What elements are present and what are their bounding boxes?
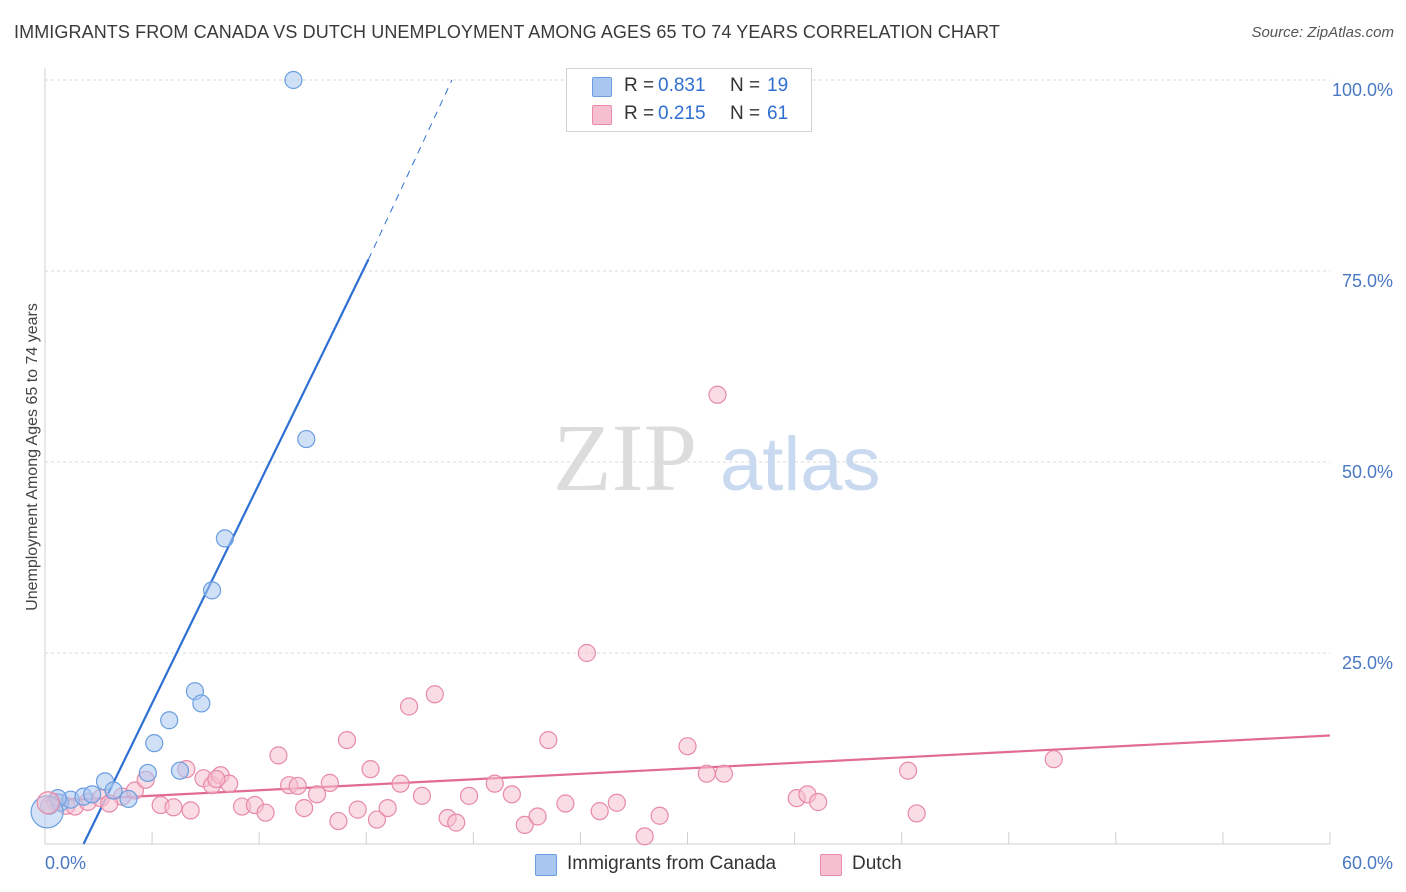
point-dutch [1044, 750, 1063, 769]
y-tick-labels: 25.0% 50.0% 75.0% 100.0% [1332, 80, 1393, 673]
point-dutch [164, 798, 183, 817]
point-dutch [708, 385, 727, 404]
point-dutch [528, 807, 547, 826]
point-dutch [635, 827, 654, 846]
point-dutch [447, 813, 466, 832]
point-canada [284, 70, 303, 90]
legend-swatch-canada [535, 854, 557, 876]
legend-r-label: R = [624, 75, 655, 96]
point-canada [160, 711, 179, 730]
watermark-zip: ZIP [553, 404, 697, 511]
point-dutch [367, 810, 387, 829]
point-dutch [425, 685, 444, 704]
trend-line-canada [82, 259, 370, 845]
point-dutch [412, 786, 432, 805]
legend-swatch-canada [592, 77, 612, 97]
point-canada [83, 785, 102, 804]
x-tick-labels: 0.0% 60.0% [45, 853, 1393, 873]
y-axis-label: Unemployment Among Ages 65 to 74 years [24, 303, 41, 611]
point-dutch [539, 730, 558, 750]
point-dutch [361, 760, 380, 779]
point-dutch [207, 769, 226, 789]
point-dutch [399, 697, 419, 716]
legend-swatch-dutch [820, 854, 842, 876]
data-points [30, 70, 1063, 846]
legend-n-label: N = [730, 103, 761, 124]
legend-r-value: 0.215 [658, 103, 706, 124]
legend-n-label: N = [730, 75, 761, 96]
legend-row-dutch: R = 0.215 N = 61 [567, 100, 811, 128]
legend-row-canada: R = 0.831 N = 19 [567, 72, 811, 100]
y-tick-label: 50.0% [1342, 462, 1393, 482]
y-tick-label: 75.0% [1342, 271, 1393, 291]
trend-line-dutch [44, 734, 1331, 803]
legend-r-value: 0.831 [658, 75, 706, 96]
point-dutch [391, 774, 410, 793]
trend-lines [44, 79, 1331, 845]
point-canada [145, 734, 164, 753]
point-dutch [485, 774, 504, 793]
point-dutch [678, 737, 697, 756]
point-canada [119, 789, 138, 809]
point-dutch [295, 798, 314, 818]
point-dutch [256, 803, 275, 822]
point-canada [138, 763, 157, 783]
source-label: Source: ZipAtlas.com [1251, 24, 1394, 41]
point-dutch [515, 815, 534, 835]
point-dutch [907, 804, 926, 823]
point-canada [215, 529, 234, 548]
point-dutch [502, 785, 521, 804]
chart-title: IMMIGRANTS FROM CANADA VS DUTCH UNEMPLOY… [14, 22, 1000, 42]
point-dutch [269, 746, 288, 765]
point-dutch [459, 786, 479, 805]
axes [44, 68, 1331, 845]
point-dutch-cluster [36, 791, 60, 815]
legend-label-dutch: Dutch [852, 853, 902, 874]
point-dutch [181, 801, 200, 820]
point-dutch [714, 764, 734, 783]
point-canada [170, 761, 190, 780]
legend-n-value: 19 [767, 75, 789, 96]
point-dutch [348, 800, 367, 819]
point-canada [202, 581, 222, 600]
point-dutch [337, 730, 357, 750]
point-dutch [898, 761, 918, 780]
point-dutch [378, 798, 397, 818]
trend-line-canada-extension [367, 79, 453, 260]
watermark: ZIP atlas [553, 404, 881, 511]
point-dutch [650, 806, 669, 825]
legend-n-value: 61 [767, 103, 789, 124]
legend-label-canada: Immigrants from Canada [567, 853, 777, 874]
x-tick-label: 60.0% [1342, 853, 1393, 873]
gridlines [45, 79, 1330, 654]
point-dutch [288, 776, 307, 796]
point-dutch [307, 785, 327, 804]
point-dutch [809, 792, 828, 812]
stats-legend: R = 0.831 N = 19 R = 0.215 N = 61 [566, 68, 812, 132]
point-canada [297, 429, 316, 449]
point-dutch [556, 794, 575, 813]
legend-swatch-dutch [592, 105, 612, 125]
point-dutch [329, 811, 348, 831]
x-tick-label: 0.0% [45, 853, 86, 873]
y-tick-label: 100.0% [1332, 80, 1393, 100]
point-dutch [320, 773, 339, 792]
legend-r-label: R = [624, 103, 655, 124]
point-dutch [697, 764, 716, 783]
point-dutch [590, 802, 609, 821]
point-canada [192, 694, 211, 713]
point-canada [104, 781, 123, 800]
series-legend: Immigrants from Canada Dutch [0, 852, 1406, 880]
point-dutch [577, 643, 596, 663]
watermark-atlas: atlas [720, 422, 881, 507]
y-tick-label: 25.0% [1342, 653, 1393, 673]
point-dutch [607, 793, 626, 812]
